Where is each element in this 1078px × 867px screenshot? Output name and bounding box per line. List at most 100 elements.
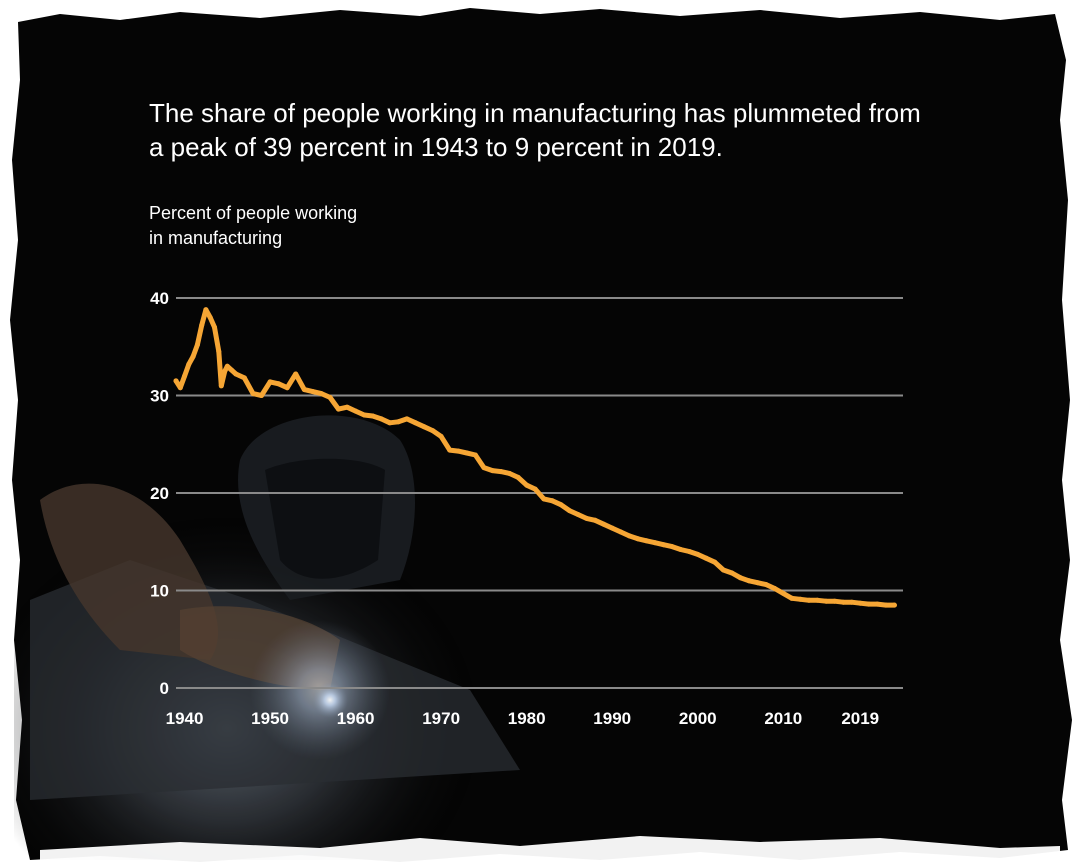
data-point-1983 <box>549 498 555 504</box>
data-point-1965 <box>395 419 401 425</box>
data-point-2009 <box>772 586 778 591</box>
data-point-1951 <box>276 381 282 387</box>
y-tick-label-30: 30 <box>150 387 169 406</box>
data-point-1960 <box>353 408 359 414</box>
data-point-1966 <box>404 416 410 422</box>
torn-edge-strip <box>40 836 1060 867</box>
data-point-1979 <box>515 474 521 480</box>
data-point-2000 <box>695 551 701 557</box>
data-point-1971 <box>447 447 453 453</box>
data-point-1963 <box>378 416 384 422</box>
y-axis-label-line-2: in manufacturing <box>149 228 283 248</box>
data-point-2005 <box>738 575 743 581</box>
data-point-1961 <box>361 412 367 418</box>
data-point-2020 <box>866 601 872 607</box>
data-point-1988 <box>592 517 598 523</box>
data-point-1973 <box>464 450 470 456</box>
data-point-1968 <box>421 424 427 430</box>
data-point-1940 <box>182 373 188 379</box>
data-point-2015 <box>823 598 829 604</box>
data-point-1944.7 <box>222 368 228 374</box>
data-point-1989 <box>601 521 607 527</box>
data-point-1939.5 <box>177 385 183 391</box>
data-point-2023 <box>891 602 897 608</box>
series-line-0 <box>173 307 897 608</box>
data-point-1959 <box>344 404 350 410</box>
x-tick-label-1940: 1940 <box>166 709 204 728</box>
data-point-1953 <box>293 371 299 377</box>
data-point-1962 <box>370 413 376 419</box>
data-point-2019 <box>857 600 863 606</box>
data-point-1948 <box>250 391 256 397</box>
data-point-1939 <box>173 378 179 384</box>
data-point-1945 <box>224 363 230 369</box>
data-point-2003 <box>720 567 726 573</box>
data-point-1950 <box>267 379 273 385</box>
data-point-1975 <box>481 465 487 471</box>
data-point-1954 <box>301 387 307 393</box>
data-point-2022 <box>883 602 889 608</box>
data-point-1980 <box>524 482 530 488</box>
data-point-1941.5 <box>194 342 200 348</box>
x-tick-label-1980: 1980 <box>508 709 546 728</box>
x-tick-label-2010: 2010 <box>764 709 802 728</box>
data-point-1986 <box>575 512 581 517</box>
data-point-1991 <box>618 529 624 535</box>
chart-title-line-2: a peak of 39 percent in 1943 to 9 percen… <box>149 132 723 162</box>
data-point-1976 <box>490 468 495 474</box>
data-point-1981 <box>532 486 538 492</box>
data-point-1943 <box>207 315 213 320</box>
y-axis-label: Percent of people working in manufacturi… <box>149 201 449 251</box>
welder-photo <box>14 390 574 860</box>
data-point-2012 <box>797 596 803 602</box>
x-tick-label-1960: 1960 <box>337 709 375 728</box>
data-point-1967 <box>413 420 418 426</box>
data-point-2010 <box>780 590 786 596</box>
data-point-2016 <box>832 598 838 604</box>
data-point-1999 <box>686 549 692 554</box>
data-point-1956 <box>318 391 324 397</box>
data-point-1972 <box>455 448 461 454</box>
data-point-2011 <box>789 595 795 601</box>
data-point-2021 <box>874 601 880 607</box>
data-point-2001 <box>703 555 709 561</box>
data-point-2002 <box>712 559 718 565</box>
data-point-1945.5 <box>229 367 235 373</box>
data-point-1955 <box>310 389 316 395</box>
x-tick-labels: 1940 1950 1960 1970 1980 1990 2000 2010 2019 <box>166 709 880 728</box>
y-tick-label-20: 20 <box>150 484 169 503</box>
data-point-1946 <box>233 371 239 377</box>
data-point-1942 <box>199 322 205 328</box>
data-point-1943.5 <box>212 324 217 330</box>
data-point-1952 <box>284 385 290 391</box>
data-point-1984 <box>558 502 564 508</box>
data-point-1970 <box>438 433 444 439</box>
data-point-1978 <box>507 471 513 476</box>
data-point-1985 <box>566 508 572 514</box>
data-point-1957 <box>327 394 333 400</box>
data-point-1964 <box>387 420 393 426</box>
data-point-1969 <box>430 428 436 434</box>
data-point-2008 <box>763 582 769 588</box>
x-tick-label-1950: 1950 <box>251 709 289 728</box>
y-tick-label-40: 40 <box>150 289 169 308</box>
data-point-1992 <box>626 533 632 539</box>
data-point-2007 <box>755 580 761 586</box>
data-point-1996 <box>661 542 666 548</box>
data-point-1977 <box>498 469 504 475</box>
chart-title: The share of people working in manufactu… <box>149 96 949 164</box>
data-point-2013 <box>806 597 812 603</box>
data-point-1995 <box>652 540 658 546</box>
data-point-1941 <box>190 354 196 359</box>
data-point-1947 <box>241 375 247 381</box>
data-point-1997 <box>669 544 675 550</box>
x-tick-label-2000: 2000 <box>679 709 717 728</box>
data-point-1944 <box>216 349 222 355</box>
data-point-2018 <box>849 599 855 605</box>
data-point-2006 <box>746 578 752 584</box>
data-point-1987 <box>584 515 589 521</box>
data-point-1990 <box>609 525 615 531</box>
y-tick-label-0: 0 <box>160 679 169 698</box>
data-point-1974 <box>472 452 478 458</box>
